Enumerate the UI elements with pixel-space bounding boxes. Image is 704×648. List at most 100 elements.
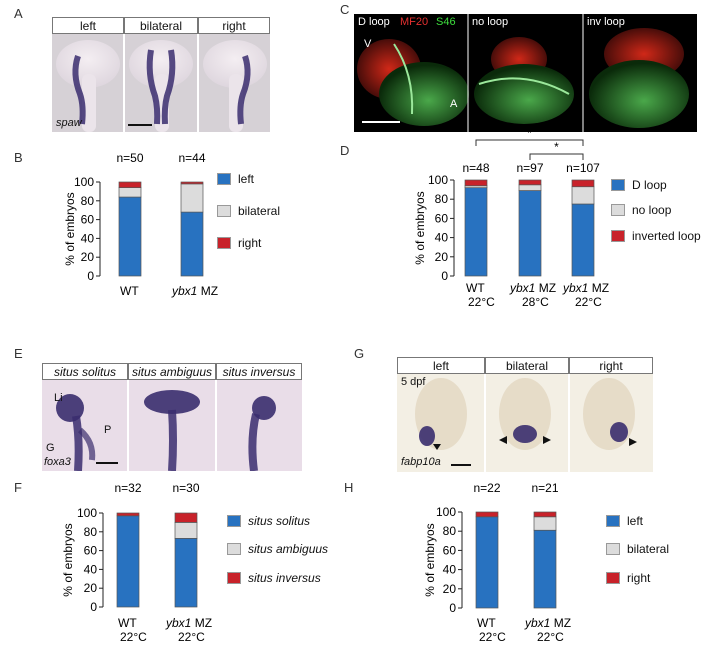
age-label: 5 dpf [401, 376, 426, 388]
category-temp-label: 22°C [575, 295, 602, 309]
tag-a: A [450, 98, 458, 110]
tag-v: V [364, 38, 372, 50]
category-temp-label: 22°C [120, 630, 147, 644]
legend-left: left [238, 172, 255, 186]
n-label: n=50 [116, 151, 143, 165]
fabp10a-larva-photos: 5 dpf fabp10a [397, 374, 653, 472]
y-tick-label: 100 [436, 505, 456, 519]
label-p: P [104, 424, 112, 436]
bar-segment [464, 187, 488, 277]
panel-label-h: H [344, 480, 354, 495]
bar-segment [533, 529, 557, 609]
tag-no-loop: no loop [472, 16, 509, 28]
category-label: WT [477, 616, 496, 630]
bar-segment [118, 181, 142, 188]
legend-situs-solitus: situs solitus [248, 514, 311, 528]
y-axis-label: % of embryos [63, 192, 77, 265]
category-temp-label: 28°C [522, 295, 549, 309]
y-tick-label: 40 [84, 562, 98, 576]
bar-segment [518, 184, 542, 191]
panel-label-g: G [354, 346, 365, 361]
bar-segment [518, 190, 542, 277]
legend-swatch-situs-solitus [227, 515, 241, 527]
bar-segment [533, 511, 557, 518]
y-tick-label: 60 [81, 213, 95, 227]
category-temp-label: 22°C [537, 630, 564, 644]
n-label: n=48 [462, 161, 489, 175]
category-temp-label: 22°C [479, 630, 506, 644]
n-label: n=30 [172, 481, 199, 495]
y-tick-label: 20 [435, 250, 449, 264]
header-situs-solitus: situs solitus [42, 363, 128, 380]
legend-swatch-no-loop [611, 204, 625, 216]
legend-swatch-left [217, 173, 231, 185]
legend-no-loop: no loop [632, 203, 672, 217]
header-g-bilateral: bilateral [485, 357, 569, 374]
header-g-left: left [397, 357, 485, 374]
header-right: right [198, 17, 270, 34]
bar-segment [475, 511, 499, 518]
y-tick-label: 100 [428, 173, 448, 187]
legend-swatch-d-loop [611, 179, 625, 191]
n-label: n=32 [114, 481, 141, 495]
n-label: n=22 [473, 481, 500, 495]
y-tick-label: 60 [435, 211, 449, 225]
category-temp-label: 22°C [468, 295, 495, 309]
bar-segment [174, 522, 198, 539]
bar-segment [533, 516, 557, 531]
panel-label-e: E [14, 346, 23, 361]
bar-segment [118, 196, 142, 277]
bar-segment [180, 211, 204, 277]
legend-situs-inversus: situs inversus [248, 571, 321, 585]
category-temp-label: 22°C [178, 630, 205, 644]
y-tick-label: 80 [84, 525, 98, 539]
legend-inverted-loop: inverted loop [632, 229, 701, 243]
y-tick-label: 20 [81, 250, 95, 264]
y-tick-label: 0 [449, 601, 456, 615]
legend-bilateral: bilateral [238, 204, 281, 218]
bar-segment [475, 516, 499, 609]
category-temp-label: 22°C [184, 298, 211, 300]
spaw-embryo-photos: spaw [52, 34, 270, 132]
bar-segment [116, 515, 140, 608]
legend-swatch-h-left [606, 515, 620, 527]
category-label: ybx1 MZ [524, 616, 571, 630]
y-tick-label: 60 [84, 544, 98, 558]
y-tick-label: 80 [81, 194, 95, 208]
panel-label-f: F [14, 480, 22, 495]
category-label: ybx1 MZ [171, 284, 218, 298]
foxa3-embryo-photos: Li G P foxa3 [42, 380, 302, 471]
bar-segment [571, 179, 595, 188]
y-tick-label: 40 [435, 231, 449, 245]
n-label: n=21 [531, 481, 558, 495]
y-tick-label: 0 [87, 269, 94, 283]
panel-label-b: B [14, 150, 23, 165]
category-label: ybx1 MZ [562, 281, 609, 295]
y-tick-label: 80 [443, 524, 457, 538]
tag-mf20: MF20 [400, 16, 429, 28]
header-left: left [52, 17, 124, 34]
legend-h-left: left [627, 514, 644, 528]
category-label: WT [120, 284, 139, 298]
header-situs-inversus: situs inversus [216, 363, 302, 380]
significance-bracket [529, 153, 584, 160]
y-axis-label: % of embryos [413, 191, 427, 264]
legend-h-bilateral: bilateral [627, 542, 670, 556]
tag-s46: S46 [436, 16, 456, 28]
bar-segment [174, 512, 198, 523]
y-tick-label: 0 [441, 269, 448, 283]
bar-segment [116, 512, 140, 517]
legend-swatch-situs-inversus [227, 572, 241, 584]
bar-segment [180, 183, 204, 213]
legend-swatch-bilateral [217, 205, 231, 217]
y-tick-label: 40 [443, 563, 457, 577]
bar-segment [518, 179, 542, 186]
significance-bracket [475, 139, 584, 146]
category-label: WT [466, 281, 485, 295]
gene-label-spaw: spaw [56, 117, 82, 129]
n-label: n=44 [178, 151, 205, 165]
tag-d-loop: D loop [358, 16, 390, 28]
